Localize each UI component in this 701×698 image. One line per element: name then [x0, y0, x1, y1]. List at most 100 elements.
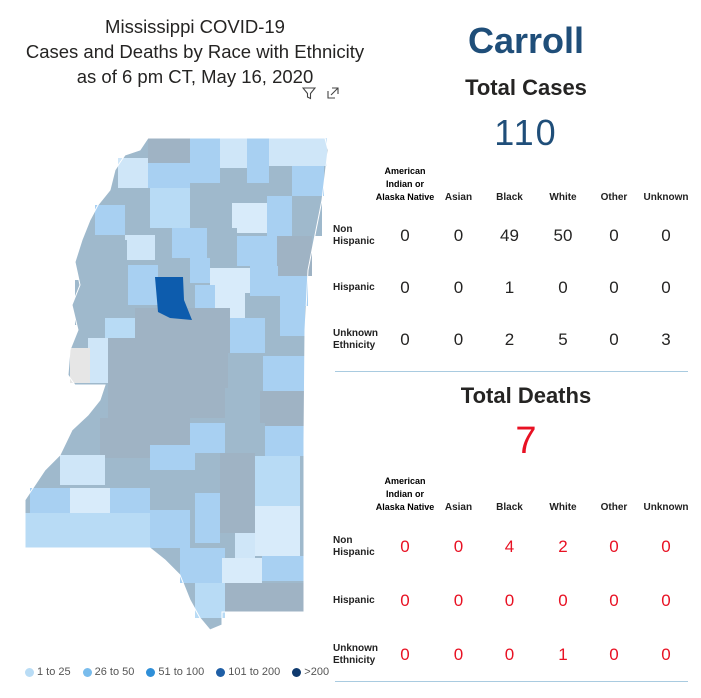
county[interactable]: [222, 558, 262, 583]
table-header-row: American Indian or Alaska Native Asian B…: [333, 475, 693, 520]
row-label: Hispanic: [333, 282, 375, 293]
legend-item: 1 to 25: [25, 666, 71, 678]
total-deaths-value: 7: [515, 420, 537, 462]
mississippi-map[interactable]: [0, 0, 340, 693]
column-header: Black: [496, 502, 523, 513]
county-no-data[interactable]: [70, 348, 90, 383]
county[interactable]: [250, 266, 278, 296]
county[interactable]: [220, 453, 255, 533]
county[interactable]: [195, 453, 220, 493]
table-cell: 49: [500, 226, 519, 245]
county[interactable]: [190, 258, 210, 283]
county[interactable]: [292, 166, 324, 196]
table-row: Unknown Ethnicity 0 0 2 5 0 3: [333, 314, 693, 366]
county[interactable]: [269, 138, 327, 166]
table-cell: 0: [661, 226, 671, 245]
county[interactable]: [228, 353, 263, 388]
table-cell: 0: [453, 645, 464, 664]
visual-header-icons: [302, 86, 340, 100]
county[interactable]: [172, 228, 207, 258]
county[interactable]: [88, 338, 108, 383]
county[interactable]: [230, 318, 265, 353]
county[interactable]: [150, 445, 195, 470]
table-cell: 1: [558, 645, 568, 664]
table-cell: 0: [504, 645, 515, 664]
county[interactable]: [82, 240, 127, 280]
county[interactable]: [207, 228, 237, 263]
filter-icon[interactable]: [302, 86, 316, 100]
county[interactable]: [225, 388, 260, 423]
map-svg[interactable]: [0, 0, 340, 693]
county[interactable]: [190, 138, 220, 183]
county[interactable]: [220, 138, 247, 168]
county[interactable]: [247, 138, 269, 183]
county[interactable]: [265, 336, 305, 356]
county[interactable]: [190, 423, 225, 453]
county[interactable]: [105, 318, 135, 338]
county[interactable]: [235, 533, 255, 558]
county[interactable]: [180, 548, 225, 583]
county[interactable]: [232, 203, 267, 233]
county[interactable]: [260, 391, 304, 426]
column-header: Asian: [444, 192, 473, 203]
county[interactable]: [255, 456, 300, 506]
county[interactable]: [70, 488, 110, 513]
county[interactable]: [115, 513, 150, 548]
county[interactable]: [292, 196, 322, 236]
county[interactable]: [148, 163, 190, 188]
county[interactable]: [150, 510, 190, 548]
county[interactable]: [75, 513, 115, 548]
table-cell: 0: [504, 591, 515, 610]
county[interactable]: [225, 423, 265, 453]
county[interactable]: [60, 455, 105, 485]
table-cell: 0: [661, 537, 671, 556]
table-row: Unknown Ethnicity 0 0 0 1 0 0: [333, 628, 693, 682]
county[interactable]: [195, 583, 225, 618]
county[interactable]: [148, 138, 190, 163]
county[interactable]: [95, 205, 125, 235]
row-label: Non Hispanic: [333, 535, 375, 558]
county[interactable]: [105, 458, 150, 488]
table-cell: 0: [609, 537, 619, 556]
county[interactable]: [150, 188, 190, 228]
table-cell: 0: [661, 278, 671, 297]
county[interactable]: [237, 236, 277, 266]
county[interactable]: [210, 268, 250, 293]
county[interactable]: [108, 338, 228, 418]
expand-icon[interactable]: [326, 86, 340, 100]
county[interactable]: [262, 556, 304, 581]
county[interactable]: [278, 276, 308, 306]
county[interactable]: [125, 200, 150, 235]
county[interactable]: [128, 265, 158, 305]
county[interactable]: [25, 513, 75, 548]
table-cell: 50: [553, 226, 573, 245]
county[interactable]: [125, 235, 155, 260]
county[interactable]: [110, 488, 150, 513]
legend-swatch: [25, 667, 34, 677]
county[interactable]: [265, 426, 304, 456]
map-title-line2: Cases and Deaths by Race with Ethnicity: [25, 41, 365, 62]
county[interactable]: [30, 488, 70, 513]
county[interactable]: [280, 306, 305, 336]
table-cell: 0: [558, 591, 568, 610]
row-label: Non Hispanic: [333, 224, 375, 247]
county-carroll-selected[interactable]: [155, 277, 192, 320]
column-header: White: [549, 502, 577, 513]
county[interactable]: [75, 280, 120, 325]
county[interactable]: [118, 158, 148, 188]
county[interactable]: [225, 583, 304, 612]
county[interactable]: [195, 493, 220, 543]
county[interactable]: [267, 196, 292, 236]
table-cell: 0: [453, 278, 464, 297]
table-cell: 4: [504, 537, 515, 556]
county[interactable]: [277, 236, 312, 276]
county[interactable]: [190, 183, 230, 223]
county[interactable]: [255, 506, 300, 556]
table-cell: 0: [609, 226, 619, 245]
county[interactable]: [150, 470, 195, 510]
map-title-line1: Mississippi COVID-19: [105, 16, 285, 37]
legend-label: 51 to 100: [158, 666, 205, 678]
county[interactable]: [195, 285, 215, 315]
county[interactable]: [263, 356, 305, 391]
county[interactable]: [245, 296, 280, 321]
